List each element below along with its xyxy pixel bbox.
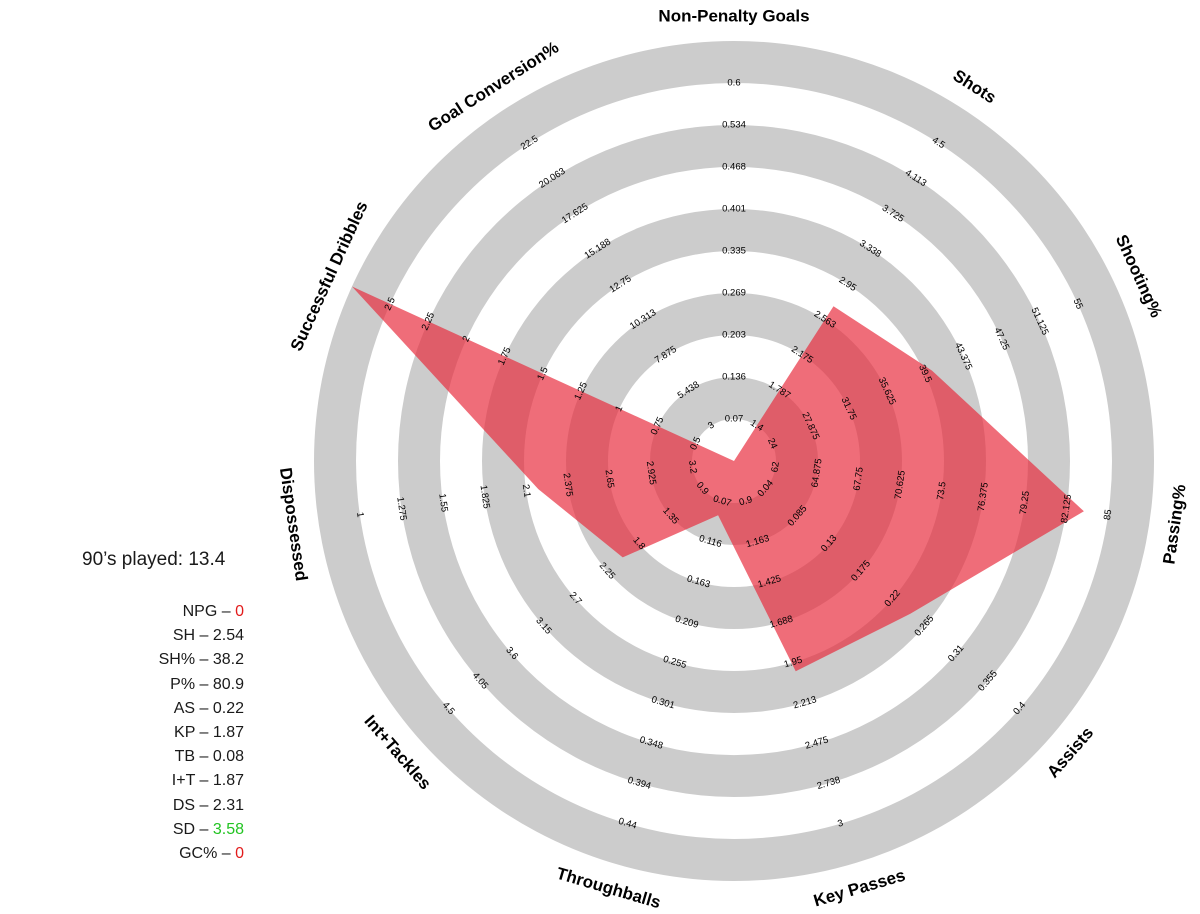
stat-label: DS – — [172, 796, 213, 814]
tick-label: 2.1 — [520, 484, 533, 499]
stat-value: 2.54 — [212, 627, 244, 645]
tick-label: 82.125 — [1059, 494, 1074, 524]
stat-row: DS – 2.31 — [90, 794, 244, 818]
tick-label: 0.136 — [722, 372, 746, 383]
stat-row: AS – 0.22 — [90, 697, 244, 721]
tick-label: 0.468 — [722, 162, 746, 173]
tick-label: 0.534 — [722, 120, 746, 131]
stat-label: GC% – — [179, 844, 236, 862]
tick-label: 1.95 — [783, 655, 804, 671]
tick-label: 0.203 — [722, 330, 746, 341]
stat-row: SH% – 38.2 — [90, 648, 244, 672]
stat-value: 0 — [235, 603, 244, 620]
stat-row: TB – 0.08 — [90, 745, 244, 769]
player-area — [352, 286, 1084, 672]
tick-label: 0.07 — [725, 414, 744, 425]
stat-label: AS – — [173, 699, 213, 717]
stat-value: 38.2 — [212, 651, 244, 669]
stat-row: I+T – 1.87 — [90, 769, 244, 793]
stat-label: SH% – — [158, 651, 213, 669]
tick-label: 85 — [1102, 509, 1114, 521]
player-polygon — [352, 286, 1084, 672]
stat-label: SH – — [172, 627, 213, 645]
stat-row: SD – 3.58 — [90, 818, 244, 842]
tick-label: 2.5 — [382, 296, 397, 313]
tick-label: 1 — [613, 404, 625, 413]
stat-value: 3.58 — [212, 820, 244, 838]
stat-value: 1.87 — [212, 723, 244, 741]
tick-label: 64.875 — [810, 458, 825, 488]
tick-label: 2.65 — [603, 469, 617, 489]
tick-label: 76.375 — [976, 482, 991, 512]
nineties-played: 90’s played: 13.4 — [82, 549, 226, 570]
stat-value: 80.9 — [212, 675, 244, 693]
tick-label: 0.07 — [712, 493, 733, 509]
tick-label: 0.335 — [722, 246, 746, 257]
axis-title: Shots — [950, 66, 1000, 108]
tick-label: 24 — [765, 437, 779, 451]
stats-list: NPG – 0 SH – 2.54 SH% – 38.2 P% – 80.9 AS – … — [90, 600, 244, 866]
stat-row: P% – 80.9 — [90, 673, 244, 697]
tick-label: 70.625 — [893, 470, 908, 500]
stat-value: 0.08 — [212, 748, 244, 766]
tick-label: 1.275 — [394, 496, 408, 521]
tick-label: 3 — [706, 420, 716, 432]
tick-label: 79.25 — [1018, 490, 1032, 515]
stat-label: NPG – — [182, 603, 236, 620]
stat-value: 2.31 — [212, 796, 244, 814]
tick-label: 3 — [836, 818, 844, 830]
tick-label: 0.269 — [722, 288, 746, 299]
stat-value: 0 — [235, 844, 244, 862]
tick-label: 2.925 — [644, 460, 658, 485]
axis-title: Passing% — [1159, 483, 1189, 565]
stat-label: SD – — [172, 820, 213, 838]
tick-label: 2.375 — [561, 472, 575, 497]
tick-label: 55 — [1071, 297, 1085, 311]
tick-label: 1.5 — [535, 366, 550, 383]
tick-label: 1 — [354, 511, 366, 518]
stat-row: SH – 2.54 — [90, 624, 244, 648]
tick-label: 1.825 — [477, 484, 491, 509]
stat-label: KP – — [174, 723, 213, 741]
axis-title: Key Passes — [811, 866, 907, 911]
tick-label: 67.75 — [852, 466, 866, 491]
stat-label: I+T – — [171, 772, 213, 790]
stat-value: 1.87 — [212, 772, 244, 790]
tick-label: 0.5 — [688, 435, 703, 452]
stat-row: NPG – 0 — [90, 600, 244, 624]
stat-value: 0.22 — [212, 699, 244, 717]
stat-label: TB – — [174, 748, 213, 766]
tick-label: 73.5 — [935, 481, 949, 501]
stat-row: KP – 1.87 — [90, 721, 244, 745]
axis-title: Dispossessed — [276, 466, 311, 582]
tick-label: 2 — [460, 334, 472, 343]
tick-label: 0.401 — [722, 204, 746, 215]
tick-label: 1.55 — [436, 493, 450, 513]
tick-label: 62 — [769, 461, 781, 473]
stat-row: GC% – 0 — [90, 842, 244, 866]
axis-title: Non-Penalty Goals — [658, 7, 809, 26]
tick-label: 0.9 — [738, 494, 754, 508]
stat-label: P% – — [170, 675, 213, 693]
tick-label: 0.44 — [617, 816, 638, 832]
tick-label: 3.2 — [686, 460, 699, 475]
tick-label: 0.6 — [727, 78, 740, 89]
